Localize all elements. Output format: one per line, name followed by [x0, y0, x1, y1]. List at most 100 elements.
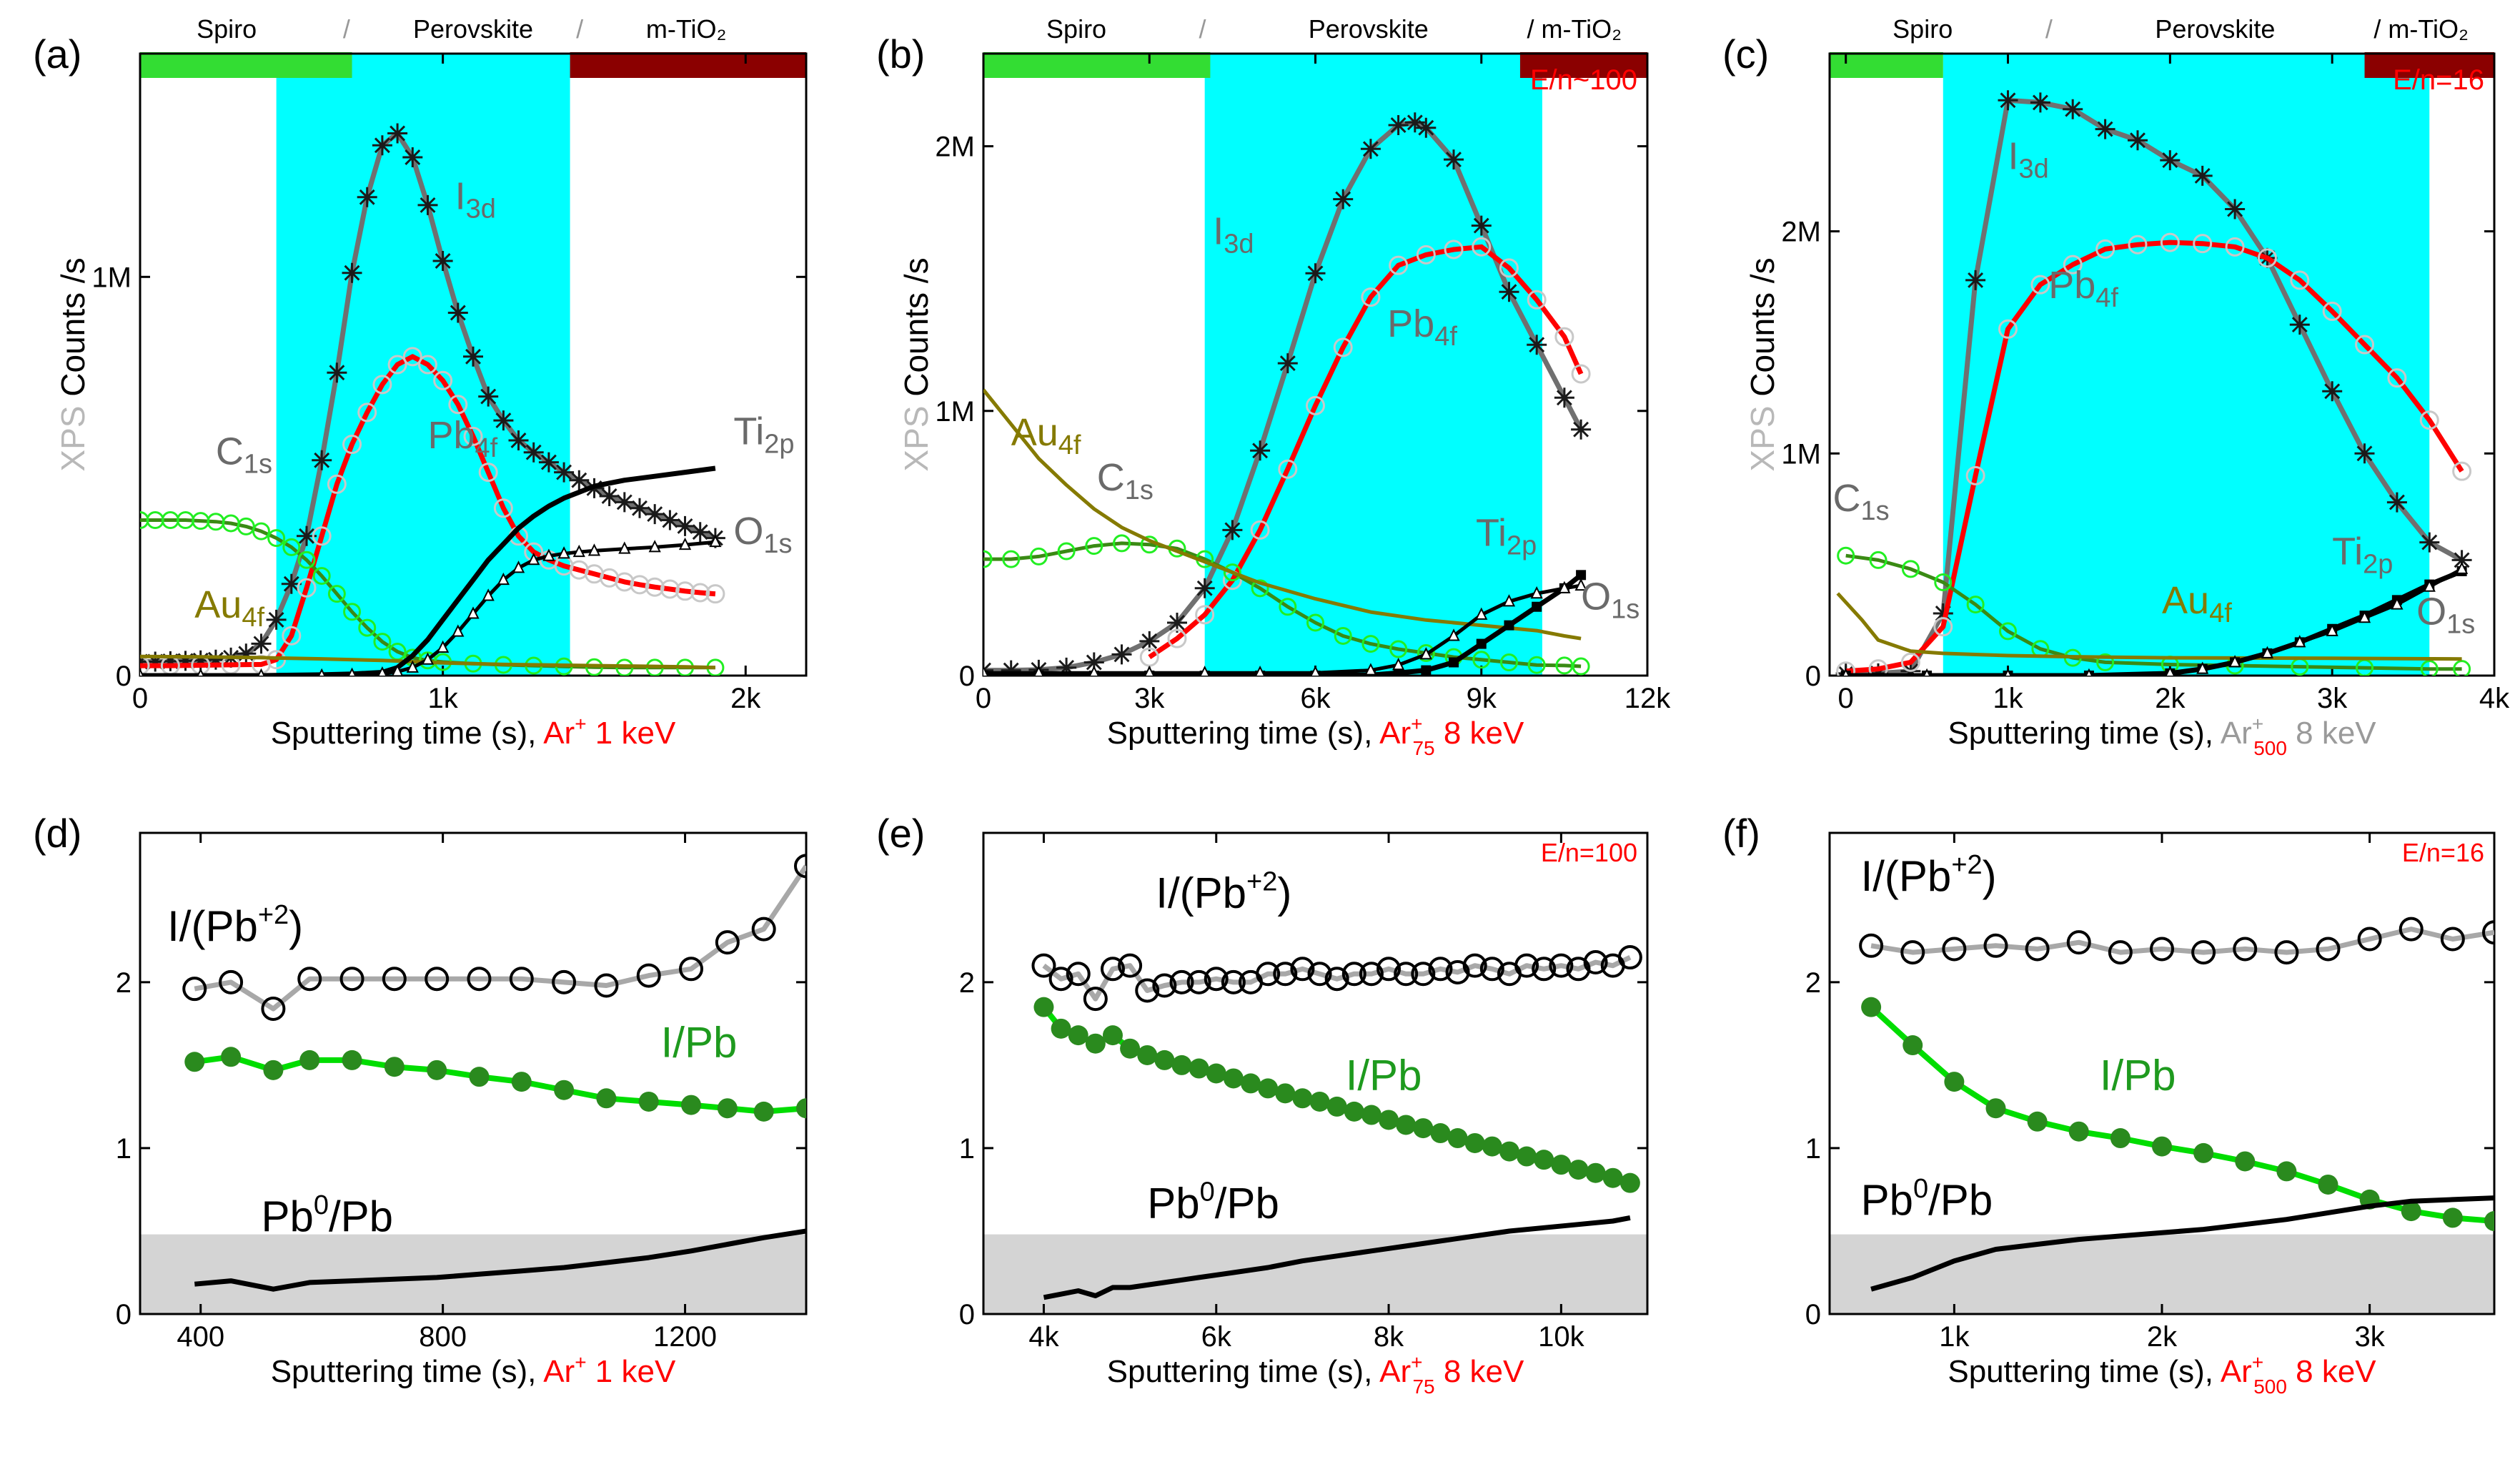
series-line-pb0-pb — [194, 1228, 806, 1292]
x-tick-label: 2k — [2147, 1321, 2178, 1353]
marker-i-pb-2- — [1394, 962, 1419, 987]
marker-c1s — [1361, 635, 1380, 653]
marker-i3d — [1444, 149, 1464, 170]
x-tick-label: 2k — [2155, 683, 2186, 714]
marker-i-pb-2- — [1256, 962, 1281, 987]
marker-i-pb — [1068, 1025, 1088, 1046]
series-label-orbital: 1s — [244, 449, 272, 479]
marker-o1s — [2196, 661, 2209, 674]
layer-label: / — [343, 14, 350, 44]
marker-i3d — [297, 525, 317, 546]
marker-i-pb — [1309, 1091, 1330, 1112]
tio2-layer-bar — [1519, 52, 1647, 78]
marker-i3d — [1139, 631, 1160, 651]
marker-o1s — [2358, 610, 2371, 623]
marker-i3d — [1111, 644, 1132, 665]
series-line-o1s — [983, 583, 1582, 675]
marker-i-pb-2- — [2191, 940, 2216, 965]
marker-i3d — [2354, 443, 2375, 464]
y-tick-label: 2M — [935, 132, 975, 163]
marker-pb4f — [2387, 368, 2407, 388]
panel-c: Spiro / Perovskite / m-TiO₂ 0 1k 2k 3k 4k 0 1M 2M (c… — [1722, 14, 2510, 759]
marker-pb4f — [1868, 659, 1888, 676]
marker-i-pb — [1985, 1098, 2006, 1119]
marker-c1s — [1085, 537, 1103, 555]
marker-i3d — [357, 187, 377, 207]
series-label-au4f: Au4f — [2162, 579, 2232, 628]
marker-i3d — [1277, 353, 1298, 374]
series-line-pb4f — [1148, 244, 1584, 660]
marker-i-pb-2- — [1617, 945, 1642, 970]
marker-i3d — [175, 651, 196, 671]
marker-pb4f — [2322, 301, 2342, 321]
marker-c1s — [252, 522, 270, 540]
marker-i3d — [1333, 189, 1354, 209]
marker-pb4f — [1836, 661, 1856, 676]
series-label-element: O — [2416, 591, 2446, 633]
marker-pb4f — [1527, 290, 1547, 310]
marker-pb4f — [2355, 335, 2375, 355]
marker-c1s — [1869, 550, 1887, 569]
x-tick-label: 8k — [1374, 1321, 1404, 1353]
marker-c1s — [1002, 550, 1021, 568]
marker-i3d — [493, 410, 514, 431]
marker-c1s — [2453, 660, 2471, 676]
series-label-element: Pb — [1387, 302, 1434, 345]
marker-i-pb-2- — [2025, 937, 2050, 962]
marker-i-pb — [1568, 1160, 1589, 1180]
series-label-i-pb: I/Pb — [1346, 1052, 1422, 1100]
series-label-tail: /Pb — [1215, 1179, 1279, 1227]
marker-o1s — [452, 624, 465, 637]
marker-ti2p — [1532, 601, 1542, 612]
beam-charge: + — [1411, 1351, 1422, 1373]
series-label-main: I/(Pb — [1861, 852, 1952, 900]
marker-i3d — [2192, 165, 2213, 186]
marker-i-pb-2- — [1462, 953, 1487, 978]
marker-o1s — [572, 544, 585, 558]
marker-i-pb-2- — [219, 969, 244, 994]
series-label-element: C — [216, 430, 244, 473]
marker-pb4f — [2257, 248, 2277, 268]
marker-i3d — [281, 573, 302, 594]
series-label-tail: ) — [289, 902, 303, 950]
series-label-element: C — [1833, 477, 1861, 520]
marker-i3d — [1965, 270, 1986, 290]
marker-o1s — [1088, 666, 1099, 676]
marker-i-pb — [1033, 997, 1054, 1017]
marker-c1s — [1472, 651, 1491, 669]
marker-o1s — [2326, 623, 2338, 636]
beam-charge: + — [2252, 1351, 2263, 1373]
series-label-orbital: 1s — [1611, 594, 1640, 624]
panel-letter: (f) — [1722, 811, 1760, 856]
marker-o1s — [1558, 581, 1571, 593]
marker-o1s — [1419, 647, 1432, 660]
x-tick-label: 3k — [2317, 683, 2348, 714]
beam-cluster-size: 500 — [2253, 1375, 2287, 1398]
marker-pb4f — [2030, 275, 2050, 295]
marker-c1s — [1499, 653, 1518, 671]
marker-i-pb-2- — [1411, 962, 1436, 987]
marker-i-pb-2- — [2399, 917, 2424, 942]
marker-i-pb — [638, 1091, 659, 1112]
marker-i-pb-2- — [1186, 969, 1211, 994]
series-label-i3d: I3d — [1213, 210, 1254, 260]
plot-area — [1859, 917, 2494, 1292]
y-axis-label-main: Counts /s — [898, 257, 935, 396]
beam-cluster-size: 75 — [1412, 1375, 1434, 1398]
y-axis-label-prefix: XPS — [54, 397, 91, 472]
marker-i3d — [2419, 532, 2440, 553]
marker-pb4f — [2128, 234, 2148, 255]
marker-i-pb-2- — [1324, 967, 1349, 992]
series-label-pb4f: Pb4f — [1387, 302, 1457, 352]
marker-o1s — [392, 664, 403, 676]
panel-a: Spiro / Perovskite / m-TiO₂ 0 1k 2k 0 1M (a) XPS Co… — [33, 14, 808, 751]
y-tick-label: 1M — [91, 262, 132, 293]
marker-i-pb-2- — [1152, 973, 1177, 998]
x-tick-label: 6k — [1201, 1321, 1232, 1353]
marker-i-pb — [263, 1060, 284, 1080]
marker-i3d — [2095, 119, 2115, 139]
marker-c1s — [1251, 579, 1269, 598]
beam-energy: 8 keV — [2287, 1354, 2376, 1389]
beam-species: Ar — [1379, 1354, 1411, 1389]
marker-i-pb-2- — [1859, 933, 1884, 958]
